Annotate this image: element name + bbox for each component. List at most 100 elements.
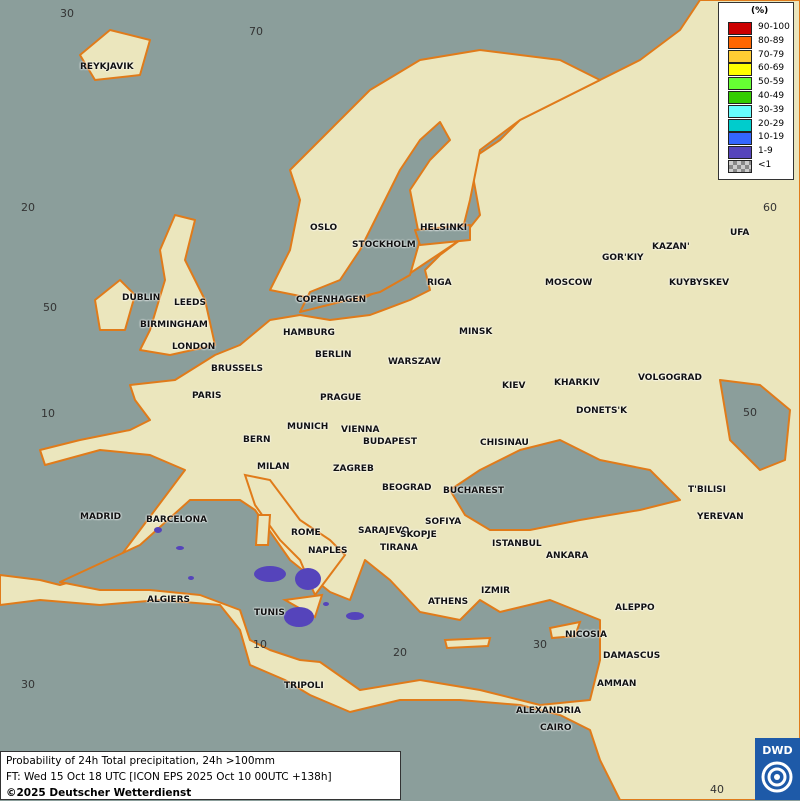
city-label: ANKARA [546,551,589,561]
land-iceland [79,29,151,81]
legend-swatch [728,22,752,35]
city-label: MINSK [459,327,493,337]
precip-area [254,566,286,582]
city-label: TIRANA [380,543,418,553]
legend-swatch [728,49,752,63]
city-label: NAPLES [308,546,348,556]
city-label: DONETS'K [576,406,628,416]
legend-row: 10-19 [728,132,798,146]
city-label: ATHENS [428,597,469,607]
city-label: BIRMINGHAM [140,320,208,330]
city-label: MOSCOW [545,278,593,288]
city-label: IZMIR [481,586,511,596]
city-label: PARIS [192,391,222,401]
land-britain [139,214,216,356]
city-label: YEREVAN [697,512,744,522]
legend-label: 60-69 [758,63,785,74]
city-label: ROME [291,528,321,538]
grid-label: 30 [60,7,74,20]
city-label: TUNIS [254,608,285,618]
sea-black [449,439,681,531]
grid-label: 60 [763,201,777,214]
precip-area [154,527,162,533]
dwd-logo-text: DWD [762,744,793,757]
land-ireland [94,279,136,331]
city-label: ALGIERS [147,595,190,605]
legend-label: 90-100 [758,22,790,32]
grid-label: 70 [249,25,263,38]
legend-swatch [728,77,752,91]
sea-baltic [299,121,451,313]
legend-swatch [728,91,752,104]
legend-swatch [728,104,752,118]
grid-label: 40 [710,783,724,796]
grid-label: 20 [393,646,407,659]
legend-unit: (%) [751,6,769,16]
land-islands [243,473,582,650]
city-label: BARCELONA [146,515,208,525]
city-label: BRUSSELS [211,364,264,374]
city-label: ALEXANDRIA [516,706,581,716]
info-box: Probability of 24h Total precipitation, … [0,751,401,800]
city-label: REYKJAVIK [80,62,134,72]
legend-swatch [728,63,752,77]
legend-label: 30-39 [758,104,785,115]
city-label: WARSZAW [388,357,441,367]
city-label: HAMBURG [283,328,335,338]
legend-row: 90-100 [728,22,798,35]
precip-area [323,602,329,606]
city-label: KIEV [502,381,526,391]
city-label: DUBLIN [122,293,161,303]
city-label: UFA [730,228,750,238]
sea-mediterranean [59,499,601,706]
legend-label: 20-29 [758,118,785,129]
precip-area [346,612,364,620]
land-sardinia [254,514,272,546]
legend-row: 70-79 [728,49,798,63]
grid-label: 30 [533,638,547,651]
city-label: OSLO [310,223,338,233]
grid-label: 10 [253,638,267,651]
city-label: ISTANBUL [492,539,542,549]
legend-label: 40-49 [758,91,785,101]
city-label: HELSINKI [420,223,468,233]
legend-swatch [728,35,752,49]
city-label: KAZAN' [652,242,690,252]
city-label: T'BILISI [688,485,727,495]
legend-row: 60-69 [728,63,798,77]
seas [59,121,791,706]
city-label: KHARKIV [554,378,600,388]
grid-label: 30 [21,678,35,691]
city-label: DAMASCUS [603,651,661,661]
land-crete [443,636,492,650]
city-label: BUDAPEST [363,437,417,447]
legend-row: 30-39 [728,104,798,118]
city-label: MADRID [80,512,122,522]
precip-area [176,546,184,550]
land-italy [243,473,347,597]
legend-row: 80-89 [728,35,798,49]
city-label: ALEPPO [615,603,655,613]
legend-swatch [728,146,752,160]
legend-row: 20-29 [728,118,798,132]
grid-label: 50 [43,301,57,314]
legend-label: 70-79 [758,49,785,60]
city-label: BEOGRAD [382,483,432,493]
city-label: CHISINAU [480,438,529,448]
legend-swatch [728,132,752,146]
city-label: STOCKHOLM [352,240,416,250]
precip-area [284,607,314,627]
land-cyprus [548,620,582,640]
city-label: ZAGREB [333,464,374,474]
legend: (%) 90-100 80-89 70-79 60-69 50-59 40-49 30-39… [718,2,794,180]
product-title: Probability of 24h Total precipitation, … [6,755,275,767]
city-label: NICOSIA [565,630,607,640]
legend-row: 1-9 [728,146,798,160]
precip-area [295,568,321,590]
city-label: MILAN [257,462,290,472]
city-label: CAIRO [540,723,572,733]
dwd-logo: DWD [755,738,800,800]
city-label: GOR'KIY [602,253,644,263]
city-label: COPENHAGEN [296,295,367,305]
legend-label: 10-19 [758,132,785,143]
